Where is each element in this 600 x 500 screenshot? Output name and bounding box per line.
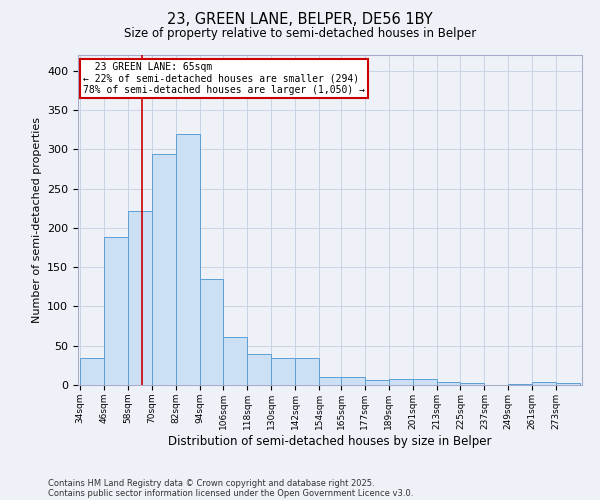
- Text: Size of property relative to semi-detached houses in Belper: Size of property relative to semi-detach…: [124, 28, 476, 40]
- Bar: [104, 238, 128, 385]
- Text: Contains public sector information licensed under the Open Government Licence v3: Contains public sector information licen…: [48, 488, 413, 498]
- Bar: [271, 358, 295, 385]
- Text: 23, GREEN LANE, BELPER, DE56 1BY: 23, GREEN LANE, BELPER, DE56 1BY: [167, 12, 433, 28]
- Bar: [341, 377, 365, 385]
- Bar: [460, 384, 484, 385]
- Bar: [508, 384, 532, 385]
- Text: Contains HM Land Registry data © Crown copyright and database right 2025.: Contains HM Land Registry data © Crown c…: [48, 478, 374, 488]
- Bar: [200, 279, 223, 385]
- Bar: [365, 380, 389, 385]
- Bar: [413, 378, 437, 385]
- Bar: [223, 337, 247, 385]
- Bar: [128, 210, 152, 385]
- Bar: [532, 382, 556, 385]
- X-axis label: Distribution of semi-detached houses by size in Belper: Distribution of semi-detached houses by …: [168, 434, 492, 448]
- Bar: [556, 382, 580, 385]
- Bar: [176, 134, 200, 385]
- Bar: [152, 154, 176, 385]
- Bar: [295, 358, 319, 385]
- Bar: [247, 354, 271, 385]
- Bar: [319, 377, 343, 385]
- Bar: [80, 358, 104, 385]
- Bar: [437, 382, 460, 385]
- Y-axis label: Number of semi-detached properties: Number of semi-detached properties: [32, 117, 41, 323]
- Text: 23 GREEN LANE: 65sqm
← 22% of semi-detached houses are smaller (294)
78% of semi: 23 GREEN LANE: 65sqm ← 22% of semi-detac…: [83, 62, 365, 95]
- Bar: [389, 378, 413, 385]
